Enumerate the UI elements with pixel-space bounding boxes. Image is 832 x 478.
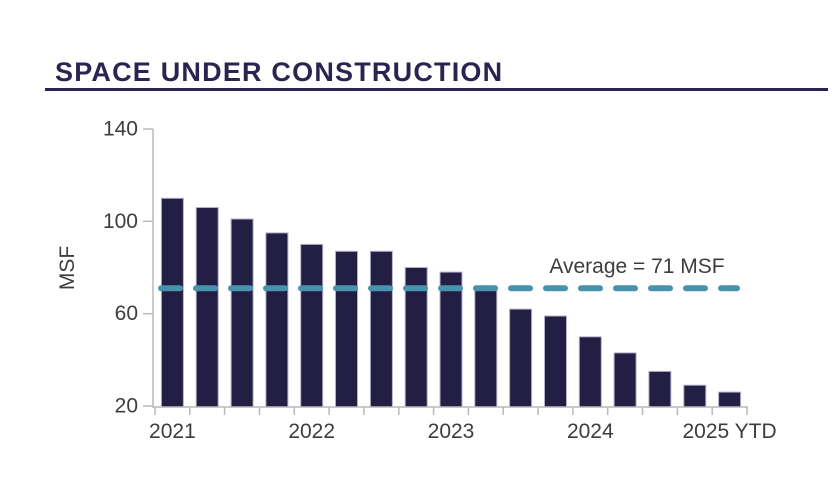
y-tick-label: 100 (103, 210, 138, 233)
bar (195, 207, 219, 408)
y-axis-title: MSF (56, 246, 79, 290)
bar (160, 197, 184, 408)
bar (474, 285, 498, 408)
y-tick-label: 60 (115, 302, 138, 325)
x-tick-label: 2022 (288, 420, 335, 443)
bar (300, 243, 324, 408)
bar (509, 308, 533, 408)
x-tick-label: 2024 (567, 420, 614, 443)
bar (683, 384, 707, 408)
bar (718, 391, 742, 408)
bar (578, 336, 602, 408)
bar (265, 232, 289, 408)
x-tick-label: 2021 (149, 420, 196, 443)
title-underline (45, 88, 828, 91)
y-tick-label: 140 (103, 118, 138, 141)
bar (369, 250, 393, 408)
bar (544, 315, 567, 408)
bar (648, 370, 672, 408)
chart-title: SPACE UNDER CONSTRUCTION (55, 57, 504, 87)
average-label: Average = 71 MSF (549, 255, 724, 278)
bar (613, 352, 637, 408)
bar (439, 271, 463, 408)
x-tick-label: 2025 YTD (683, 420, 777, 443)
bar (335, 250, 358, 408)
y-tick-label: 20 (115, 395, 138, 418)
bar (230, 218, 254, 408)
x-tick-label: 2023 (428, 420, 475, 443)
